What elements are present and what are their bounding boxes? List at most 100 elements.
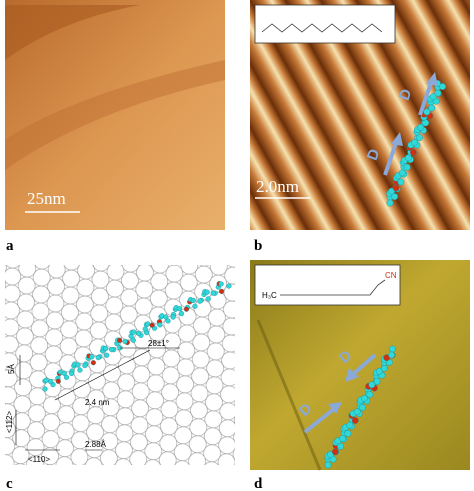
panel-label: d <box>254 476 263 491</box>
atom <box>368 381 376 389</box>
atom <box>135 330 142 336</box>
panel-d: H₃C CN D D d <box>250 260 470 491</box>
atom <box>403 163 411 171</box>
arrow <box>383 139 399 176</box>
axis-label: <110> <box>28 455 50 464</box>
stm-image <box>5 0 225 230</box>
atom <box>143 329 150 336</box>
atom <box>43 377 49 383</box>
atom <box>351 417 359 424</box>
scale-label: 2.0nm <box>256 177 299 196</box>
arrow <box>418 79 434 116</box>
atom <box>422 119 430 127</box>
atom <box>375 367 383 375</box>
atom <box>392 184 400 192</box>
arrow-head <box>426 72 438 86</box>
atom <box>409 149 417 156</box>
atom <box>429 93 437 101</box>
atom <box>130 337 136 343</box>
atom <box>388 345 396 353</box>
atom <box>190 297 196 304</box>
atom <box>178 311 185 317</box>
atom <box>131 329 137 335</box>
panel-label: a <box>6 238 14 254</box>
atom <box>366 391 374 398</box>
length-line <box>54 349 151 401</box>
atom <box>183 306 190 312</box>
molecule-inset <box>254 264 401 306</box>
lattice <box>5 265 235 465</box>
atom <box>391 193 399 201</box>
molecule-sketch <box>280 279 386 296</box>
molecule-label: CN <box>385 271 397 280</box>
terrace <box>5 60 225 170</box>
spacing-label: 2.88Å <box>85 440 107 449</box>
atom <box>197 298 203 304</box>
arrow <box>350 353 377 377</box>
atom <box>204 289 210 295</box>
panel-a: 25nm a <box>5 0 225 254</box>
atom <box>63 374 70 380</box>
atom <box>411 139 418 146</box>
atom <box>344 430 352 437</box>
atom <box>104 352 110 358</box>
atom <box>55 378 61 384</box>
atom <box>218 281 224 287</box>
atom <box>324 461 332 469</box>
panel-label: b <box>254 238 262 254</box>
axis-label: <112> <box>5 411 14 433</box>
atom <box>353 408 361 416</box>
atom <box>218 288 225 294</box>
atom <box>163 314 169 320</box>
molecule-sketch <box>261 23 383 33</box>
step-edge <box>256 319 322 471</box>
atom <box>397 178 405 186</box>
atom <box>439 83 446 90</box>
atom <box>398 169 406 177</box>
atom <box>386 199 394 207</box>
length-label: 2.4 nm <box>85 398 110 407</box>
atom <box>77 367 83 373</box>
atom <box>90 360 96 366</box>
atom <box>103 345 109 352</box>
atom <box>122 338 128 345</box>
arrow-head <box>391 132 403 146</box>
atom <box>145 321 151 327</box>
arrow-head <box>328 402 342 414</box>
scale-label: 25nm <box>27 189 66 208</box>
atom <box>109 346 115 353</box>
atom <box>417 123 425 131</box>
atom <box>226 283 232 289</box>
atom <box>331 448 339 456</box>
panel-label: c <box>6 476 13 491</box>
panel-c: 28±1° 2.4 nm 5Å <112> <110> 2.88Å c <box>5 265 235 491</box>
angle-label: 28±1° <box>148 339 169 348</box>
spacing-label: 5Å <box>7 364 16 374</box>
atom <box>205 296 211 302</box>
panel-b: D D 2.0nm b <box>250 0 470 254</box>
atom <box>388 351 396 359</box>
atom <box>373 377 381 385</box>
atom <box>75 362 81 368</box>
arrow <box>303 406 337 434</box>
atom <box>117 337 123 343</box>
atom <box>210 290 216 296</box>
terrace <box>5 5 140 60</box>
atom <box>157 322 163 328</box>
atom <box>380 364 388 372</box>
atom <box>428 104 436 112</box>
atom <box>47 378 54 385</box>
atom <box>82 362 88 369</box>
atom <box>434 89 442 97</box>
atom <box>68 370 75 377</box>
atom <box>361 394 368 402</box>
atom <box>165 318 171 324</box>
atom <box>423 108 431 116</box>
atom <box>339 435 346 442</box>
atom <box>337 442 344 450</box>
atom <box>192 303 198 309</box>
arrow-head <box>345 368 359 382</box>
atom <box>416 134 423 142</box>
atom <box>95 355 101 361</box>
molecule-label: H₃C <box>262 291 277 300</box>
